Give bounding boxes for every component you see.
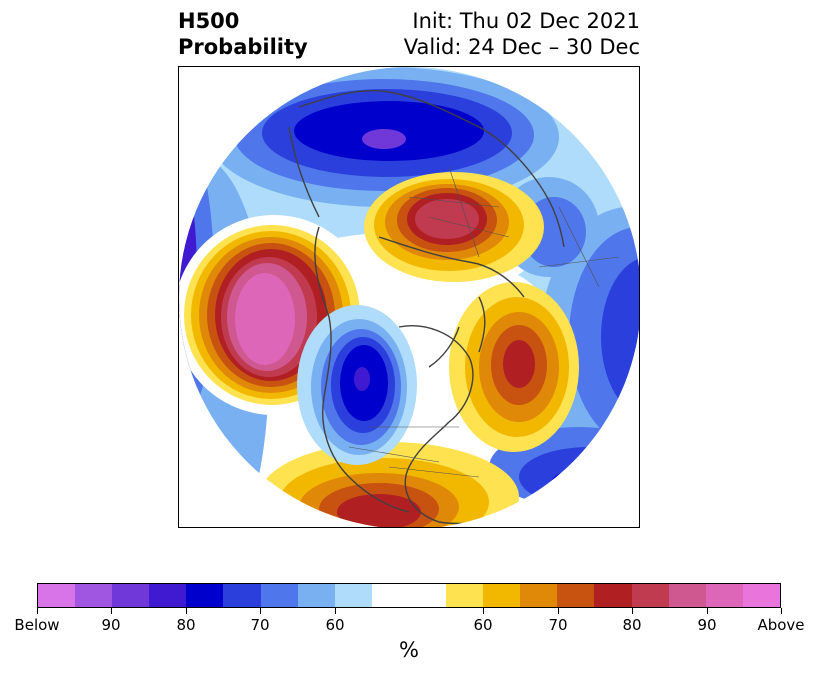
colorbar-segment: [260, 584, 298, 607]
colorbar-segment: [520, 584, 558, 607]
forecast-info: Init: Thu 02 Dec 2021 Valid: 24 Dec – 30…: [404, 8, 640, 60]
borders: [348, 166, 620, 478]
colorbar-segment: [557, 584, 595, 607]
colorbar-segment: [223, 584, 261, 607]
colorbar-tick-label: 70: [250, 616, 270, 634]
ridge-north-core: [415, 199, 479, 239]
ridge-south-core: [337, 494, 421, 527]
valid-range: Valid: 24 Dec – 30 Dec: [403, 35, 640, 59]
trough-north-core: [362, 129, 406, 149]
colorbar-tick: [707, 608, 708, 614]
colorbar-segment: [668, 584, 706, 607]
colorbar-tick: [37, 608, 38, 614]
ridge-east-core: [503, 340, 535, 388]
colorbar-tick-label: 60: [473, 616, 493, 634]
colorbar-unit: %: [399, 638, 419, 662]
colorbar-tick-label: 80: [176, 616, 196, 634]
colorbar-segment: [742, 584, 780, 607]
colorbar-tick: [558, 608, 559, 614]
probability-map: [178, 66, 640, 528]
init-date: Init: Thu 02 Dec 2021: [412, 9, 640, 33]
map-svg: [179, 67, 639, 527]
colorbar-tick: [335, 608, 336, 614]
colorbar-tick: [260, 608, 261, 614]
colorbar-tick: [186, 608, 187, 614]
colorbar-tick-label: 80: [622, 616, 642, 634]
colorbar-tick: [781, 608, 782, 614]
colorbar-segment: [297, 584, 335, 607]
colorbar-segment: [112, 584, 150, 607]
colorbar-segment: [483, 584, 521, 607]
colorbar-segment: [371, 584, 409, 607]
colorbar-segment: [446, 584, 484, 607]
title-field: Probability: [178, 35, 308, 59]
colorbar-tick: [111, 608, 112, 614]
ridge-west-core: [235, 273, 295, 365]
colorbar-tick-label: 70: [548, 616, 568, 634]
colorbar-segment: [334, 584, 372, 607]
colorbar-tick-label: Above: [757, 616, 805, 634]
colorbar-segment: [594, 584, 632, 607]
colorbar-tick-label: 90: [101, 616, 121, 634]
colorbar-tick-label: Below: [14, 616, 60, 634]
colorbar-tick: [483, 608, 484, 614]
trough-central-core: [354, 367, 370, 391]
colorbar-tick-label: 60: [325, 616, 345, 634]
colorbar-tick-label: 90: [697, 616, 717, 634]
colorbar-tick: [632, 608, 633, 614]
colorbar-segment: [705, 584, 743, 607]
map-title: H500 Probability: [178, 8, 308, 60]
colorbar: [37, 583, 781, 608]
colorbar-segment: [186, 584, 224, 607]
colorbar-segment: [38, 584, 76, 607]
colorbar-segment: [408, 584, 447, 607]
colorbar-segment: [149, 584, 187, 607]
title-variable: H500: [178, 9, 240, 33]
colorbar-segment: [75, 584, 113, 607]
colorbar-segment: [631, 584, 669, 607]
